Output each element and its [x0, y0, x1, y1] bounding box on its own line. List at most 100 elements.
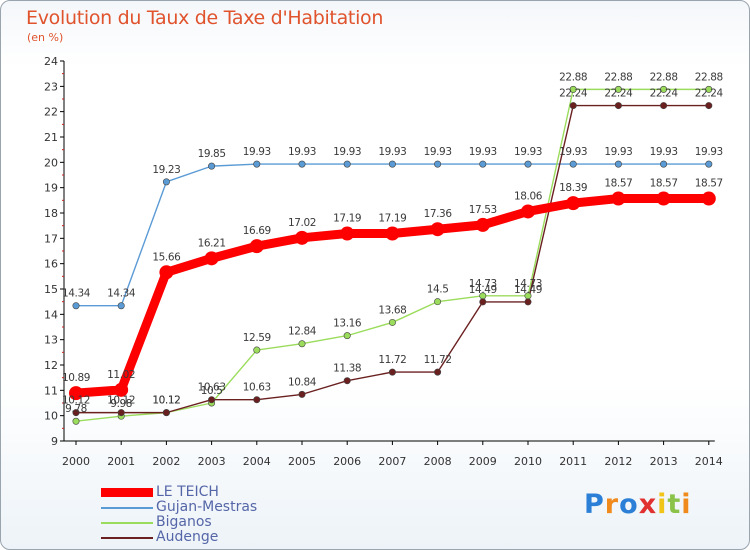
data-point-le-teich	[204, 251, 219, 266]
data-label-biganos: 12.59	[243, 332, 271, 344]
data-point-audenge	[614, 102, 622, 110]
y-tick-label: 16	[44, 258, 58, 271]
data-point-gujan-mestras	[434, 160, 442, 168]
logo-letter: r	[604, 489, 620, 520]
y-tick-label: 10	[44, 410, 58, 423]
data-point-biganos	[298, 340, 306, 348]
legend-swatch	[101, 488, 153, 497]
data-point-gujan-mestras	[253, 160, 261, 168]
y-tick-label: 15	[44, 283, 58, 296]
y-tick-label: 13	[44, 334, 58, 347]
logo-letter: o	[619, 489, 639, 520]
x-tick-label: 2012	[604, 455, 632, 468]
x-tick-label: 2013	[650, 455, 678, 468]
data-point-biganos	[253, 346, 261, 354]
data-label-audenge: 10.12	[62, 395, 90, 407]
data-label-gujan-mestras: 19.85	[198, 148, 226, 160]
x-tick-label: 2011	[559, 455, 587, 468]
x-tick-label: 2006	[333, 455, 361, 468]
legend-item-gujan-mestras: Gujan-Mestras	[101, 500, 401, 515]
data-point-biganos	[569, 85, 577, 93]
data-label-le-teich: 16.21	[198, 237, 226, 249]
data-label-audenge: 10.63	[198, 382, 226, 394]
data-point-le-teich	[340, 226, 355, 241]
data-point-le-teich	[566, 196, 581, 211]
data-label-biganos: 12.84	[288, 326, 317, 338]
data-label-le-teich: 17.19	[333, 213, 361, 225]
legend-label: Audenge	[156, 529, 219, 545]
data-label-gujan-mestras: 19.93	[243, 146, 271, 158]
data-label-le-teich: 18.57	[650, 178, 678, 190]
data-point-biganos	[705, 85, 713, 93]
y-tick-label: 9	[51, 435, 58, 448]
data-point-audenge	[388, 368, 396, 376]
data-label-le-teich: 16.69	[243, 225, 271, 237]
chart-subtitle: (en %)	[27, 31, 64, 44]
data-label-le-teich: 11.02	[107, 369, 135, 381]
data-label-le-teich: 17.53	[469, 204, 497, 216]
data-label-gujan-mestras: 19.93	[288, 146, 316, 158]
data-point-le-teich	[114, 382, 129, 397]
data-label-gujan-mestras: 19.23	[152, 164, 180, 176]
legend: LE TEICH Gujan-Mestras Biganos Audenge	[101, 485, 401, 545]
data-label-gujan-mestras: 19.93	[333, 146, 361, 158]
data-point-audenge	[208, 396, 216, 404]
data-point-le-teich	[475, 217, 490, 232]
data-label-gujan-mestras: 19.93	[469, 146, 497, 158]
data-point-biganos	[343, 332, 351, 340]
data-label-audenge: 22.24	[650, 88, 679, 100]
data-label-audenge: 10.12	[107, 395, 135, 407]
data-point-le-teich	[249, 239, 264, 254]
legend-label: LE TEICH	[156, 484, 219, 500]
data-point-gujan-mestras	[117, 302, 125, 310]
data-label-biganos: 22.88	[559, 71, 587, 83]
x-tick-label: 2008	[424, 455, 452, 468]
data-point-gujan-mestras	[479, 160, 487, 168]
data-label-gujan-mestras: 19.93	[559, 146, 587, 158]
data-point-biganos	[72, 417, 80, 425]
data-label-audenge: 11.72	[378, 354, 406, 366]
y-tick-label: 19	[44, 182, 58, 195]
data-label-le-teich: 17.02	[288, 217, 316, 229]
data-label-biganos: 13.16	[333, 318, 362, 330]
data-label-le-teich: 15.66	[152, 251, 181, 263]
data-point-le-teich	[295, 230, 309, 245]
data-point-le-teich	[611, 191, 626, 206]
data-point-gujan-mestras	[298, 160, 306, 168]
legend-swatch	[101, 522, 153, 524]
y-tick-label: 14	[44, 308, 58, 321]
legend-swatch	[101, 507, 153, 509]
data-point-audenge	[117, 409, 125, 417]
y-tick-label: 21	[44, 131, 58, 144]
data-label-audenge: 22.24	[559, 88, 588, 100]
chart-title: Evolution du Taux de Taxe d'Habitation	[26, 7, 384, 29]
data-point-audenge	[705, 102, 713, 110]
data-point-audenge	[524, 298, 532, 306]
y-tick-label: 23	[44, 80, 58, 93]
y-tick-label: 11	[44, 384, 58, 397]
data-label-audenge: 22.24	[695, 88, 724, 100]
data-point-le-teich	[69, 386, 83, 401]
data-label-audenge: 10.63	[243, 382, 271, 394]
x-tick-label: 2005	[288, 455, 316, 468]
data-label-audenge: 10.84	[288, 376, 317, 388]
data-label-audenge: 22.24	[604, 88, 633, 100]
x-tick-label: 2003	[198, 455, 226, 468]
data-label-biganos: 9.78	[65, 403, 87, 415]
data-point-gujan-mestras	[524, 160, 532, 168]
data-point-audenge	[298, 390, 306, 398]
data-point-biganos	[660, 85, 668, 93]
logo-letter: x	[638, 489, 658, 520]
x-tick-label: 2001	[107, 455, 135, 468]
data-point-le-teich	[701, 191, 716, 206]
legend-item-biganos: Biganos	[101, 515, 401, 530]
legend-item-audenge: Audenge	[101, 530, 401, 545]
data-label-biganos: 22.88	[650, 71, 678, 83]
data-point-gujan-mestras	[660, 160, 668, 168]
x-tick-label: 2004	[243, 455, 271, 468]
data-label-gujan-mestras: 19.93	[695, 146, 723, 158]
data-point-gujan-mestras	[162, 178, 170, 186]
data-label-gujan-mestras: 14.34	[62, 288, 91, 300]
